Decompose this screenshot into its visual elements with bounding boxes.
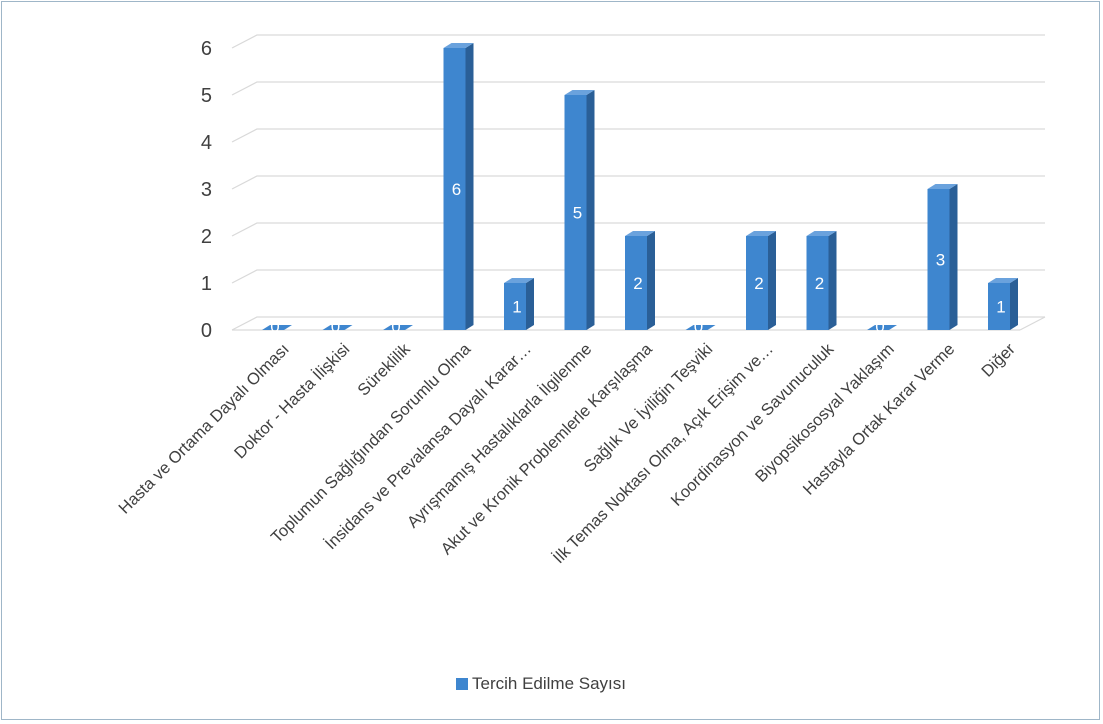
y-axis-ticks: 0 1 2 3 4 5 6 xyxy=(201,38,212,342)
y-tick-label: 3 xyxy=(201,179,212,201)
bar-side xyxy=(828,231,837,330)
data-label: 3 xyxy=(936,251,945,270)
data-label: 6 xyxy=(452,180,461,199)
gridlines xyxy=(231,34,1046,331)
bars: 0 0 0 6 1 5 2 0 2 2 0 3 1 xyxy=(262,43,1018,336)
y-tick-label: 5 xyxy=(201,85,212,107)
data-label: 2 xyxy=(815,274,824,293)
data-label: 1 xyxy=(996,298,1005,317)
bar-side xyxy=(465,43,474,330)
bar-side xyxy=(526,278,534,330)
bar-top xyxy=(443,43,474,48)
data-label: 0 xyxy=(391,317,400,336)
bar-front xyxy=(564,95,587,330)
data-label: 0 xyxy=(270,317,279,336)
bar-front xyxy=(625,236,647,330)
bar-front xyxy=(443,48,466,330)
legend: Tercih Edilme Sayısı xyxy=(456,674,626,694)
bar: 2 xyxy=(625,231,655,330)
bar-top xyxy=(322,325,353,330)
x-tick-label: Süreklilik xyxy=(354,340,414,400)
x-tick-label: İlk Temas Noktası Olma, Açık Erişim ve… xyxy=(549,339,777,567)
gridline xyxy=(231,222,1045,237)
gridline xyxy=(231,81,1045,96)
gridline xyxy=(231,316,1045,331)
y-tick-label: 1 xyxy=(201,273,212,295)
bar-side xyxy=(768,231,776,330)
bar: 6 xyxy=(443,43,474,330)
bar-top xyxy=(504,278,534,283)
bar: 0 xyxy=(867,317,897,336)
bar-side xyxy=(586,90,595,330)
legend-swatch xyxy=(456,678,468,690)
bar-top xyxy=(988,278,1018,283)
data-label: 0 xyxy=(694,317,703,336)
bar: 0 xyxy=(322,317,353,336)
bar-top xyxy=(383,325,413,330)
gridline xyxy=(231,128,1045,143)
bar: 3 xyxy=(927,184,958,330)
bar: 0 xyxy=(383,317,413,336)
data-label: 0 xyxy=(331,317,340,336)
bar-side xyxy=(1010,278,1018,330)
bar-top xyxy=(867,325,897,330)
gridline xyxy=(231,34,1045,49)
bar-front xyxy=(806,236,829,330)
bar-front xyxy=(927,189,950,330)
bar: 2 xyxy=(746,231,776,330)
gridline xyxy=(231,269,1045,284)
bar-front xyxy=(746,236,768,330)
legend-label: Tercih Edilme Sayısı xyxy=(472,674,626,693)
y-tick-label: 0 xyxy=(201,320,212,342)
x-tick-label: İnsidans ve Prevalansa Dayalı Karar… xyxy=(321,339,535,553)
bar-side xyxy=(949,184,958,330)
x-tick-label: Doktor - Hasta İlişkisi xyxy=(230,339,353,462)
data-label: 2 xyxy=(754,274,763,293)
bar-top xyxy=(746,231,776,236)
bar: 2 xyxy=(806,231,837,330)
bar: 1 xyxy=(504,278,534,330)
bar-top xyxy=(262,325,292,330)
bar-top xyxy=(927,184,958,189)
data-label: 5 xyxy=(573,204,582,223)
gridline xyxy=(231,175,1045,190)
data-label: 1 xyxy=(512,298,521,317)
y-tick-label: 4 xyxy=(201,132,212,154)
bar-side xyxy=(647,231,655,330)
bar-top xyxy=(564,90,595,95)
x-tick-label: Diğer xyxy=(978,340,1019,381)
bar-front xyxy=(988,283,1010,330)
bar-top xyxy=(806,231,837,236)
bar: 5 xyxy=(564,90,595,330)
data-label: 2 xyxy=(633,274,642,293)
bar-top xyxy=(685,325,716,330)
bar-front xyxy=(504,283,526,330)
bar: 0 xyxy=(685,317,716,336)
x-tick-label: Akut ve Kronik Problemlerle Karşılaşma xyxy=(438,340,657,559)
y-tick-label: 2 xyxy=(201,226,212,248)
bar: 1 xyxy=(988,278,1018,330)
data-label: 0 xyxy=(875,317,884,336)
bar-top xyxy=(625,231,655,236)
floor-side-edge xyxy=(1019,316,1046,331)
bar: 0 xyxy=(262,317,292,336)
y-tick-label: 6 xyxy=(201,38,212,60)
